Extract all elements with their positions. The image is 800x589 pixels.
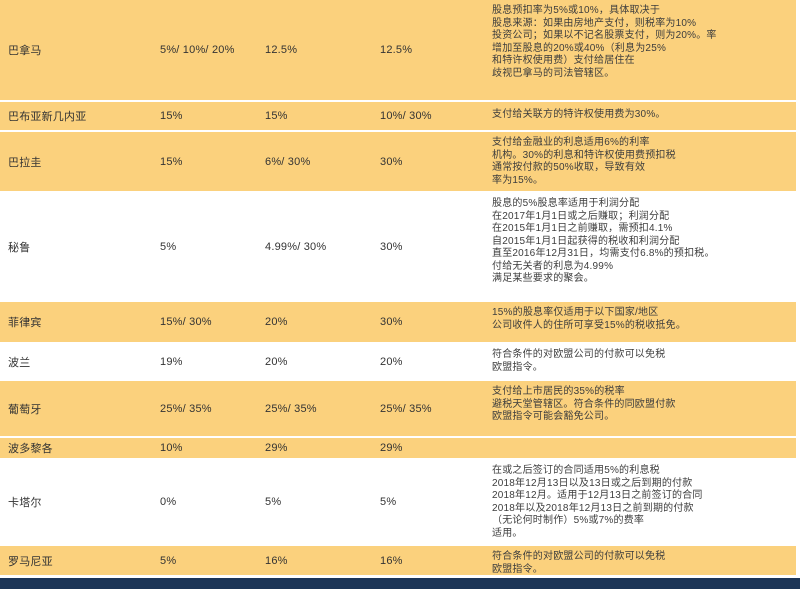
notes-text: 股息的5%股息率适用于利润分配 在2017年1月1日或之后赚取；利润分配 在20… xyxy=(492,198,715,284)
country-name: 巴布亚新几内亚 xyxy=(8,111,87,123)
table-row: 葡萄牙 25%/ 35% 25%/ 35% 25%/ 35% 支付给上市居民的3… xyxy=(0,381,796,438)
table-row: 卡塔尔 0% 5% 5% 在或之后签订的合同适用5%的利息税 2018年12月1… xyxy=(0,460,796,546)
table-row: 罗马尼亚 5% 16% 16% 符合条件的对欧盟公司的付款可以免税 欧盟指令。 xyxy=(0,546,796,577)
rate-column-3-value: 30% xyxy=(380,316,403,328)
table-row: 秘鲁 5% 4.99%/ 30% 30% 股息的5%股息率适用于利润分配 在20… xyxy=(0,193,796,302)
notes-text: 符合条件的对欧盟公司的付款可以免税 欧盟指令。 xyxy=(492,551,666,575)
rate-column-2-value: 20% xyxy=(265,355,288,368)
rate-column-2-value: 16% xyxy=(265,554,288,567)
notes-text: 股息预扣率为5%或10%，具体取决于 股息来源：如果由房地产支付，则税率为10%… xyxy=(492,5,717,79)
withholding-tax-table: 巴拿马 5%/ 10%/ 20% 12.5% 12.5% 股息预扣率为5%或10… xyxy=(0,0,796,577)
notes-text: 符合条件的对欧盟公司的付款可以免税 欧盟指令。 xyxy=(492,349,666,373)
rate-column-1-value: 5%/ 10%/ 20% xyxy=(160,44,235,56)
bottom-page-bar xyxy=(0,578,800,589)
country-name: 波多黎各 xyxy=(8,443,53,455)
rate-column-3-value: 5% xyxy=(380,496,397,508)
rate-column-1-value: 0% xyxy=(160,496,177,508)
rate-column-3-value: 10%/ 30% xyxy=(380,110,432,122)
table-row: 巴拿马 5%/ 10%/ 20% 12.5% 12.5% 股息预扣率为5%或10… xyxy=(0,0,796,102)
rate-column-3-value: 12.5% xyxy=(380,44,413,56)
country-name: 巴拉圭 xyxy=(8,156,42,169)
rate-column-2-value: 25%/ 35% xyxy=(265,402,317,415)
notes-text: 支付给上市居民的35%的税率 避税天堂管辖区。符合条件的同欧盟付款 欧盟指令可能… xyxy=(492,386,676,422)
rate-column-1-value: 19% xyxy=(160,355,183,368)
country-name: 秘鲁 xyxy=(8,241,31,254)
country-name: 罗马尼亚 xyxy=(8,555,53,568)
rate-column-3-value: 29% xyxy=(380,442,403,454)
notes-text xyxy=(482,438,796,458)
country-name: 巴拿马 xyxy=(8,45,42,57)
rate-column-2-value: 15% xyxy=(265,110,288,122)
rate-column-1-value: 5% xyxy=(160,240,177,253)
notes-text: 15%的股息率仅适用于以下国家/地区 公司收件人的住所可享受15%的税收抵免。 xyxy=(492,307,687,331)
country-name: 菲律宾 xyxy=(8,317,42,329)
table-row: 波兰 19% 20% 20% 符合条件的对欧盟公司的付款可以免税 欧盟指令。 xyxy=(0,344,796,381)
rate-column-1-value: 15% xyxy=(160,155,183,168)
rate-column-2-value: 6%/ 30% xyxy=(265,155,311,168)
rate-column-1-value: 25%/ 35% xyxy=(160,402,212,415)
notes-text: 支付给金融业的利息适用6%的利率 机构。30%的利息和特许权使用费预扣税 通常按… xyxy=(492,137,676,186)
rate-column-3-value: 16% xyxy=(380,554,403,567)
rate-column-2-value: 5% xyxy=(265,496,282,508)
country-name: 波兰 xyxy=(8,356,31,369)
country-name: 葡萄牙 xyxy=(8,403,42,416)
rate-column-1-value: 15%/ 30% xyxy=(160,316,212,328)
table-row: 菲律宾 15%/ 30% 20% 30% 15%的股息率仅适用于以下国家/地区 … xyxy=(0,302,796,344)
rate-column-2-value: 20% xyxy=(265,316,288,328)
rate-column-1-value: 15% xyxy=(160,110,183,122)
rate-column-2-value: 4.99%/ 30% xyxy=(265,240,327,253)
rate-column-1-value: 5% xyxy=(160,554,177,567)
rate-column-3-value: 30% xyxy=(380,155,403,168)
rate-column-3-value: 25%/ 35% xyxy=(380,402,432,415)
rate-column-2-value: 12.5% xyxy=(265,44,298,56)
rate-column-3-value: 20% xyxy=(380,355,403,368)
table-row: 巴布亚新几内亚 15% 15% 10%/ 30% 支付给关联方的特许权使用费为3… xyxy=(0,102,796,132)
notes-text: 在或之后签订的合同适用5%的利息税 2018年12月13日以及13日或之后到期的… xyxy=(492,465,703,539)
rate-column-2-value: 29% xyxy=(265,442,288,454)
notes-text: 支付给关联方的特许权使用费为30%。 xyxy=(492,109,666,120)
rate-column-3-value: 30% xyxy=(380,240,403,253)
country-name: 卡塔尔 xyxy=(8,497,42,509)
table-row: 波多黎各 10% 29% 29% xyxy=(0,438,796,460)
rate-column-1-value: 10% xyxy=(160,442,183,454)
table-row: 巴拉圭 15% 6%/ 30% 30% 支付给金融业的利息适用6%的利率 机构。… xyxy=(0,132,796,193)
